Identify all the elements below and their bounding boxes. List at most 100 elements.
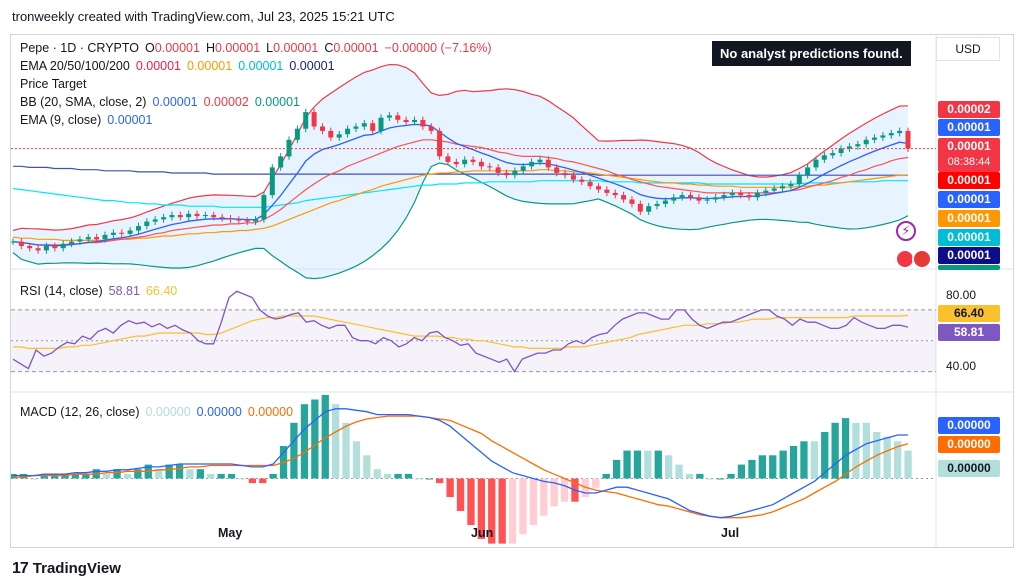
- macd-histogram-bar: [613, 459, 621, 479]
- currency-button[interactable]: USD: [936, 37, 1000, 61]
- rsi-ma-line: [13, 314, 909, 349]
- macd-histogram-bar: [134, 469, 142, 479]
- macd-histogram-bar: [717, 478, 725, 480]
- symbol-label[interactable]: Pepe · 1D · CRYPTO: [20, 41, 140, 55]
- macd-histogram-bar: [71, 473, 80, 479]
- price-badge-ema200: 0.00001: [938, 247, 1000, 264]
- tradingview-brand[interactable]: 17 TradingView: [12, 560, 121, 578]
- candle-body: [219, 217, 225, 219]
- macd-histogram-bar: [540, 478, 548, 516]
- candle-body: [77, 239, 83, 242]
- candle-body: [897, 130, 903, 134]
- chart-canvas[interactable]: [11, 35, 1013, 547]
- candle-body: [345, 128, 351, 135]
- candle-body: [846, 146, 852, 149]
- candle-body: [11, 241, 16, 243]
- macd-histogram-bar: [560, 478, 569, 502]
- close-value: 0.00001: [333, 41, 379, 55]
- candle-body: [60, 243, 66, 249]
- high-label: H: [205, 41, 215, 55]
- bb-basis-value: 0.00001: [152, 95, 198, 109]
- lightning-icon[interactable]: ⚡: [896, 221, 916, 241]
- macd-histogram-bar: [529, 478, 537, 525]
- candle-body: [202, 215, 208, 217]
- candle-body: [780, 186, 785, 189]
- candle-body: [27, 246, 33, 249]
- macd-histogram-bar: [644, 450, 652, 479]
- macd-signal-line: [13, 415, 909, 519]
- candle-body: [763, 190, 769, 193]
- candle-body: [370, 123, 376, 131]
- macd-histogram-bar: [123, 473, 132, 479]
- candle-body: [161, 217, 167, 220]
- rsi-value: 58.81: [108, 284, 140, 298]
- open-label: O: [145, 41, 155, 55]
- candle-body: [838, 148, 844, 153]
- candle-body: [796, 175, 802, 184]
- high-value: 0.00001: [214, 41, 261, 55]
- macd-histogram-bar: [706, 478, 714, 480]
- macd-histogram-bar: [300, 404, 309, 479]
- macd-histogram-bar: [30, 478, 38, 480]
- macd-histogram-bar: [592, 478, 600, 488]
- candle-body: [361, 123, 367, 127]
- macd-histogram-bar: [862, 422, 870, 479]
- macd-histogram-bar: [758, 455, 766, 479]
- macd-line: [13, 408, 908, 519]
- bb-legend[interactable]: BB (20, SMA, close, 2) 0.00001 0.00002 0.00…: [20, 95, 306, 109]
- macd-legend[interactable]: MACD (12, 26, close) 0.00000 0.00000 0.0000…: [20, 405, 299, 419]
- candle-body: [855, 144, 861, 147]
- ema-legend[interactable]: EMA 20/50/100/200 0.00001 0.00001 0.00001 0.…: [20, 59, 341, 73]
- macd-histogram-bar: [311, 399, 319, 479]
- macd-histogram-bar: [196, 469, 204, 479]
- macd-histogram-bar: [654, 450, 662, 479]
- candle-body: [529, 161, 535, 167]
- candle-body: [119, 232, 125, 234]
- macd-histogram-bar: [852, 422, 860, 479]
- candle-body: [637, 203, 643, 212]
- candle-body: [236, 219, 242, 221]
- rsi-legend[interactable]: RSI (14, close) 58.81 66.40: [20, 284, 183, 298]
- low-label: L: [266, 41, 274, 55]
- rsi-ma-value: 66.40: [145, 284, 178, 298]
- candle-body: [462, 159, 468, 165]
- macd-histogram-bar: [404, 473, 413, 479]
- candle-body: [294, 128, 300, 140]
- ema200-value: 0.00001: [289, 59, 335, 73]
- candle-body: [504, 173, 509, 176]
- macd-histogram-bar: [238, 478, 246, 480]
- no-predictions-banner: No analyst predictions found.: [712, 41, 911, 66]
- candle-body: [754, 192, 760, 198]
- candle-body: [85, 237, 91, 240]
- price-badge-ema20: 0.00001: [938, 172, 1000, 189]
- macd-histogram-bar: [675, 464, 683, 479]
- price-target-legend[interactable]: Price Target: [20, 77, 92, 91]
- rsi-badge: 58.81: [938, 324, 1000, 341]
- candle-body: [495, 167, 501, 173]
- macd-histogram-bar: [352, 441, 361, 479]
- histogram-badge: 0.00000: [938, 460, 1000, 477]
- macd-histogram-bar: [227, 473, 236, 479]
- x-tick-jun: Jun: [471, 526, 494, 540]
- candle-body: [428, 126, 434, 131]
- price-badge-bb-lower: [938, 265, 1000, 270]
- ema-label: EMA 20/50/100/200: [20, 59, 130, 73]
- macd-histogram-bar: [113, 469, 121, 479]
- macd-line-value: 0.00000: [196, 405, 242, 419]
- macd-histogram-bar: [665, 455, 673, 479]
- us-flag-icon[interactable]: [912, 249, 932, 269]
- candle-body: [704, 199, 710, 201]
- x-tick-jul: Jul: [721, 526, 740, 540]
- macd-histogram-bar: [165, 464, 173, 479]
- candle-body: [136, 226, 141, 231]
- close-label: C: [324, 41, 334, 55]
- candle-body: [269, 167, 275, 196]
- macd-histogram-bar: [248, 478, 256, 484]
- bb-label: BB (20, SMA, close, 2): [20, 95, 147, 109]
- ema9-legend[interactable]: EMA (9, close) 0.00001: [20, 113, 158, 127]
- price-badge-bb-basis: 0.00001: [938, 191, 1000, 208]
- ohlc-legend: Pepe · 1D · CRYPTO O0.00001 H0.00001 L0.000…: [20, 41, 498, 55]
- candle-body: [69, 241, 74, 244]
- price-badge-ema9: 0.00001: [938, 119, 1000, 136]
- candle-body: [253, 219, 259, 222]
